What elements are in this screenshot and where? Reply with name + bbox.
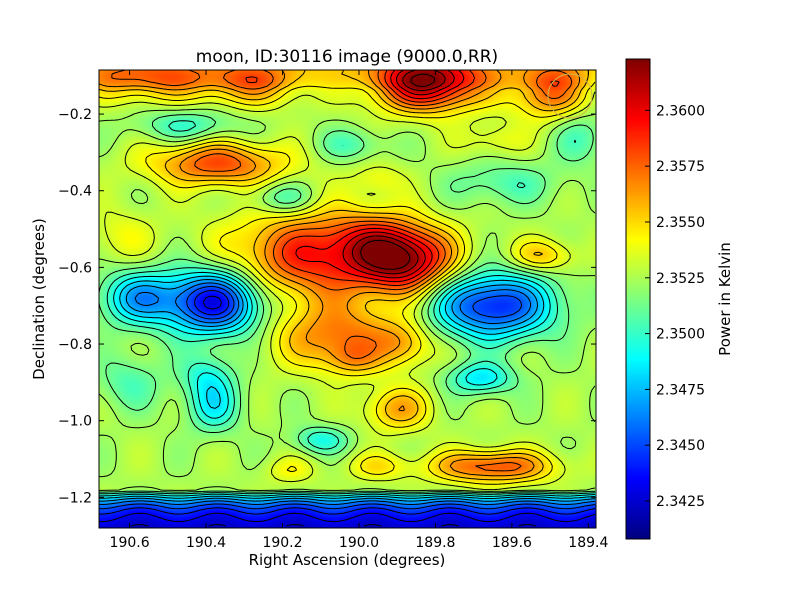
colorbar-tick-label: 2.3600 (656, 103, 705, 119)
colorbar-tick-label: 2.3475 (656, 382, 705, 398)
colorbar-frame (625, 58, 651, 540)
plot-frame (98, 69, 597, 529)
x-axis: 190.6 190.4 190.2 190.0 189.8 189.6 189.4 (110, 70, 608, 551)
x-tick-label: 189.4 (568, 535, 608, 551)
colorbar-gradient (626, 59, 650, 539)
y-axis: −0.2 −0.4 −0.6 −0.8 −1.0 −1.2 (58, 107, 596, 506)
y-tick-label: −0.2 (58, 107, 92, 123)
x-tick-label: 190.6 (110, 535, 150, 551)
colorbar-label: Power in Kelvin (716, 242, 734, 356)
colorbar-tick-label: 2.3450 (656, 438, 705, 454)
colorbar-tick-label: 2.3575 (656, 159, 705, 175)
x-tick-label: 189.8 (415, 535, 455, 551)
x-axis-label: Right Ascension (degrees) (249, 551, 446, 569)
y-tick-label: −0.8 (58, 337, 92, 353)
colorbar-tick-label: 2.3425 (656, 494, 705, 510)
contour-path (98, 69, 596, 527)
y-tick-label: −0.4 (58, 184, 92, 200)
y-tick-label: −1.2 (58, 490, 92, 506)
y-tick-label: −1.0 (58, 414, 92, 430)
colorbar-tick-label: 2.3550 (656, 215, 705, 231)
y-tick-label: −0.6 (58, 260, 92, 276)
heatmap-image (99, 70, 596, 528)
x-tick-label: 189.6 (492, 535, 532, 551)
x-tick-label: 190.2 (262, 535, 302, 551)
contour-lines (98, 69, 596, 527)
colorbar-tick-label: 2.3525 (656, 271, 705, 287)
colorbar-axis: 2.3425 2.3450 2.3475 2.3500 2.3525 2.3550 2.35… (645, 103, 705, 510)
beam-marker (547, 73, 593, 119)
y-axis-label: Declination (degrees) (30, 218, 48, 380)
chart-title: moon, ID:30116 image (9000.0,RR) (196, 47, 498, 67)
x-tick-label: 190.0 (339, 535, 379, 551)
colorbar-tick-label: 2.3500 (656, 327, 705, 343)
x-tick-label: 190.4 (186, 535, 226, 551)
